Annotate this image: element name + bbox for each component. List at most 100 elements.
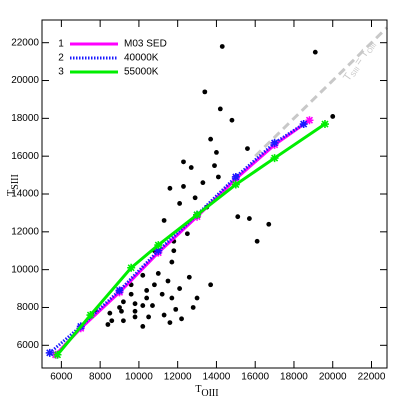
scatter-point [117,305,122,310]
scatter-point [245,146,250,152]
series-marker [45,348,54,357]
scatter-point [109,318,115,324]
series-marker [115,286,124,295]
scatter-point [150,303,155,308]
scatter-point [144,288,150,293]
scatter-point [146,314,152,320]
scatter-point [121,299,126,305]
scatter-point [235,214,241,220]
x-tick-label: 8000 [89,372,112,383]
x-label-main: T [195,384,201,395]
x-tick-label: 6000 [50,372,73,383]
y-tick-label: 8000 [17,302,40,313]
x-tick-label: 22000 [358,372,386,383]
scatter-point [214,149,219,155]
scatter-point [194,295,200,301]
scatter-point [169,295,175,301]
scatter-point [217,106,223,112]
identity-line [254,26,389,158]
legend-number: 1 [58,39,64,50]
series-marker [53,350,62,359]
series-marker [270,154,279,163]
plot-frame [41,19,388,369]
series-marker [154,241,163,250]
scatter-point [190,305,196,310]
scatter-point [171,248,177,254]
y-tick-label: 16000 [11,151,39,162]
annotation-part: SIII [350,66,362,79]
scatter-point [144,295,150,301]
scatter-point [121,318,126,324]
scatter-point [246,216,252,221]
scatter-point [167,185,173,191]
x-tick-label: 18000 [280,372,308,383]
series-marker [154,246,163,255]
scatter-point [202,89,208,95]
scatter-point [159,291,165,297]
series-marker [127,263,136,272]
scatter-point [107,310,113,316]
scatter-point [208,282,214,288]
scatter-point [188,165,194,170]
scatter-point [173,306,179,312]
scatter-point [254,238,260,244]
annotation: TSIII= TOIII [341,38,378,84]
scatter-point [132,308,138,314]
y-tick-label: 20000 [11,75,39,86]
series-marker [231,180,240,189]
x-tick-label: 12000 [164,372,192,383]
y-tick-label: 18000 [11,113,39,124]
scatter-point [200,180,206,186]
x-tick-label: 20000 [319,372,347,383]
series-marker [299,120,308,129]
y-tick-label: 10000 [11,264,39,275]
series-marker [193,210,202,219]
scatter-point [132,301,138,307]
series-marker [320,120,329,129]
y-tick-label: 12000 [11,226,39,237]
x-label-sub: OIII [201,388,218,399]
scatter-point [132,314,138,320]
scatter-point [152,282,157,288]
scatter-point [181,159,186,165]
scatter-point [212,163,217,169]
x-tick-label: 14000 [203,372,231,383]
y-tick-label: 22000 [11,37,39,48]
scatter-point [140,272,146,278]
scatter-point [215,174,221,180]
scatter-point [219,44,225,49]
legend-label: M03 SED [124,39,167,50]
scatter-point [140,303,146,308]
x-tick-label: 10000 [125,372,153,383]
scatter-point [208,136,214,142]
annotation-part: OIII [366,42,378,55]
series-marker [86,311,95,320]
legend-label: 40000K [124,53,159,64]
scatter-point [177,201,183,206]
scatter-point [128,291,134,297]
y-axis-label: TSIII [6,174,21,196]
scatter-point [184,231,190,237]
series-line [56,122,326,356]
scatter-point [155,271,161,276]
series-marker [305,116,314,125]
y-label-sub: SIII [10,174,21,190]
scatter-point [119,308,124,314]
series-marker [270,138,279,147]
scatter-point [192,195,198,201]
scatter-point [161,218,167,223]
x-axis-label: TOIII [195,384,218,399]
y-tick-label: 6000 [17,340,40,351]
scatter-point [161,312,167,318]
legend-number: 2 [58,53,64,64]
y-label-main: T [6,190,17,196]
scatter-point [181,184,186,189]
scatter-point [229,117,235,123]
x-tick-label: 16000 [241,372,269,383]
scatter-point [312,49,318,55]
scatter-point [177,286,183,291]
y-tick-label: 14000 [11,189,39,200]
scatter-point [169,259,175,265]
